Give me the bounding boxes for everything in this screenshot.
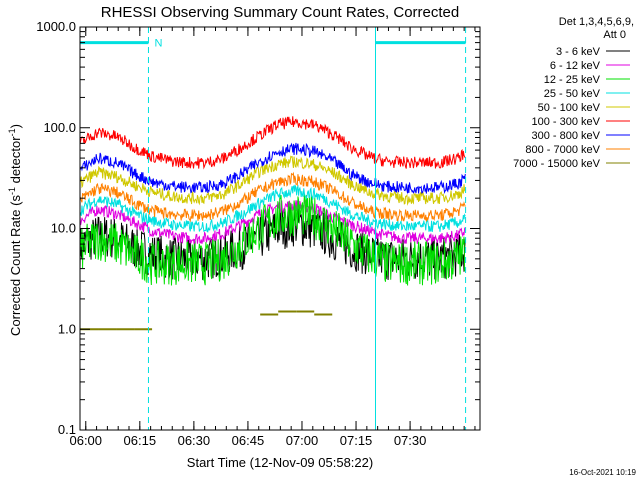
- series-layer: [79, 116, 466, 331]
- x-tick-label: 06:00: [69, 433, 102, 448]
- y-axis-label-part: Corrected Count Rate (s: [8, 195, 23, 336]
- annotation-label: N: [154, 38, 162, 50]
- legend-label: 25 - 50 keV: [544, 88, 601, 100]
- series-6-group: [79, 142, 466, 194]
- legend-label: 3 - 6 keV: [556, 46, 601, 58]
- series-2-line: [79, 193, 466, 286]
- footer-timestamp: 16-Oct-2021 10:19: [569, 468, 636, 477]
- y-tick-label: 10.0: [51, 221, 76, 236]
- legend-label: 100 - 300 keV: [532, 116, 601, 128]
- x-tick-label: 07:00: [286, 433, 319, 448]
- y-tick-label: 0.1: [58, 422, 76, 437]
- chart-title: RHESSI Observing Summary Count Rates, Co…: [101, 4, 459, 21]
- x-tick-label: 06:30: [178, 433, 211, 448]
- axes-layer: 0.1 1.0 10.0 100.0 1000.0 06:00 06:15 06:30 06:4…: [36, 19, 481, 448]
- y-tick-label: 1000.0: [36, 19, 76, 34]
- x-axis-label: Start Time (12-Nov-09 05:58:22): [187, 455, 373, 470]
- series-7-group: [79, 171, 466, 223]
- legend: Det 1,3,4,5,6,9, Att 0 3 - 6 keV 6 - 12 k…: [513, 16, 634, 170]
- y-tick-label: 1.0: [58, 321, 76, 336]
- series-2-group: [79, 193, 466, 286]
- legend-label: 12 - 25 keV: [544, 74, 601, 86]
- y-axis-label: Corrected Count Rate (s-1 detector-1): [7, 124, 23, 336]
- legend-label: 50 - 100 keV: [538, 102, 601, 114]
- series-5-line: [79, 116, 466, 170]
- legend-header-line: Att 0: [603, 29, 626, 41]
- series-5-group: [79, 116, 466, 170]
- series-8-group: [80, 310, 333, 331]
- legend-label: 800 - 7000 keV: [525, 144, 600, 156]
- legend-label: 7000 - 15000 keV: [513, 158, 601, 170]
- x-tick-label: 06:45: [232, 433, 265, 448]
- x-tick-label: 06:15: [124, 433, 157, 448]
- series-7-line: [79, 171, 466, 223]
- series-4-line: [79, 155, 466, 206]
- legend-header-line: Det 1,3,4,5,6,9,: [559, 16, 634, 28]
- y-axis-label-exponent: -1: [7, 187, 17, 195]
- y-axis-label-part: ): [8, 124, 23, 128]
- y-tick-label: 100.0: [43, 120, 76, 135]
- legend-entries: 3 - 6 keV 6 - 12 keV 12 - 25 keV 25 - 50 ke…: [513, 46, 630, 170]
- legend-label: 6 - 12 keV: [550, 60, 601, 72]
- series-6-line: [79, 142, 466, 194]
- y-axis-label-part: detector: [8, 136, 23, 187]
- series-3-line: [79, 184, 466, 233]
- x-tick-label: 07:30: [394, 433, 427, 448]
- y-axis-label-exponent: -1: [7, 128, 17, 136]
- legend-label: 300 - 800 keV: [532, 130, 601, 142]
- x-tick-label: 07:15: [340, 433, 373, 448]
- series-4-group: [79, 155, 466, 206]
